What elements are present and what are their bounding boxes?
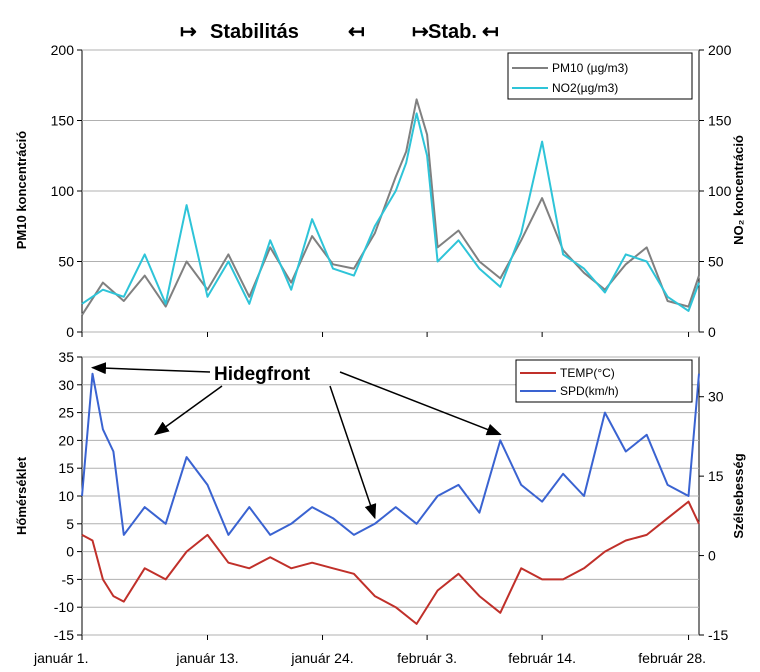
bottom-ytick-label: 5 xyxy=(66,516,74,532)
top-series-lines xyxy=(81,98,700,316)
x-tick-label: január 24. xyxy=(290,650,353,666)
bottom-ytick-right-label: 15 xyxy=(708,468,724,484)
bottom-ytick-label: -10 xyxy=(54,599,74,615)
annotation-arrow xyxy=(90,362,211,375)
top-ylabel-right: NO₂ koncentráció xyxy=(731,135,746,245)
bottom-ylabel-right: Szélsebesség xyxy=(731,453,746,538)
top-ytick-label: 200 xyxy=(51,42,75,58)
bottom-y-ticks-right: -15 0 15 30 xyxy=(699,389,728,643)
stab-bracket-open: ↦ xyxy=(412,21,429,43)
top-ytick-label: 0 xyxy=(66,324,74,340)
bottom-ytick-right-label: -15 xyxy=(708,627,728,643)
bottom-series-line-2 xyxy=(81,372,700,536)
legend-label-temp: TEMP(°C) xyxy=(560,366,615,380)
top-gridlines xyxy=(82,49,699,333)
x-tick-label: január 13. xyxy=(175,650,238,666)
bottom-legend: TEMP(°C) SPD(km/h) xyxy=(515,359,693,403)
stability-label: Stabilitás xyxy=(210,21,299,43)
stab-label: Stab. xyxy=(428,21,477,43)
top-legend-box xyxy=(507,52,693,100)
bottom-ytick-label: -15 xyxy=(54,627,74,643)
stab-bracket-close: ↤ xyxy=(482,21,499,43)
stability-bracket-open: ↦ xyxy=(180,21,197,43)
top-ytick-right-label: 100 xyxy=(708,183,732,199)
bottom-ytick-label: 30 xyxy=(58,377,74,393)
top-panel: 0 50 100 150 200 0 50 100 150 200 PM10 koncentrá… xyxy=(14,42,746,340)
bottom-ylabel-left: Hőmérséklet xyxy=(14,456,29,535)
top-ylabel-left: PM10 koncentráció xyxy=(14,131,29,250)
bottom-ytick-label: 25 xyxy=(58,405,74,421)
bottom-series-line-1 xyxy=(81,500,700,625)
annotation-arrow xyxy=(153,385,223,436)
bottom-panel: -15 -10 -5 0 5 10 15 20 25 30 35 -15 0 15 30 Hőmérsék… xyxy=(14,349,746,643)
bottom-ytick-label: 15 xyxy=(58,460,74,476)
x-tick-label: február 14. xyxy=(508,650,576,666)
bottom-gridlines xyxy=(82,356,699,636)
top-y-ticks: 0 50 100 150 200 xyxy=(51,42,690,340)
top-ytick-right-label: 200 xyxy=(708,42,732,58)
top-ytick-right-label: 150 xyxy=(708,113,732,129)
x-tick-label: január 1. xyxy=(33,650,88,666)
chart-header: ↦ Stabilitás ↤ ↦ Stab. ↤ xyxy=(180,21,499,43)
bottom-y-ticks: -15 -10 -5 0 5 10 15 20 25 30 35 xyxy=(54,349,690,643)
bottom-ytick-label: 20 xyxy=(58,432,74,448)
top-ytick-right-label: 50 xyxy=(708,254,724,270)
bottom-legend-box xyxy=(515,359,693,403)
bottom-ytick-right-label: 30 xyxy=(708,389,724,405)
annotation-hidegfront: Hidegfront xyxy=(214,364,311,385)
annotation-arrows xyxy=(90,362,502,520)
top-series-line-2 xyxy=(81,112,700,312)
top-ytick-label: 100 xyxy=(51,183,75,199)
legend-label-no2: NO2(µg/m3) xyxy=(552,81,618,95)
x-tick-label: február 3. xyxy=(397,650,457,666)
bottom-ytick-label: -5 xyxy=(62,571,75,587)
stability-bracket-close: ↤ xyxy=(348,21,365,43)
bottom-ytick-label: 35 xyxy=(58,349,74,365)
bottom-ytick-label: 10 xyxy=(58,488,74,504)
bottom-series-lines xyxy=(81,372,700,625)
annotation-arrow xyxy=(329,385,377,520)
x-axis-ticks: január 1. január 13. január 24. február 3. f… xyxy=(33,650,706,666)
top-legend: PM10 (µg/m3) NO2(µg/m3) xyxy=(507,52,693,100)
legend-label-pm10: PM10 (µg/m3) xyxy=(552,61,628,75)
top-ytick-label: 50 xyxy=(58,254,74,270)
legend-label-spd: SPD(km/h) xyxy=(560,384,619,398)
top-y-ticks-right: 0 50 100 150 200 xyxy=(699,42,732,340)
bottom-ytick-label: 0 xyxy=(66,544,74,560)
x-tick-label: február 28. xyxy=(638,650,706,666)
bottom-ytick-right-label: 0 xyxy=(708,548,716,564)
top-ytick-label: 150 xyxy=(51,113,75,129)
annotation-arrow xyxy=(339,371,502,436)
top-ytick-right-label: 0 xyxy=(708,324,716,340)
